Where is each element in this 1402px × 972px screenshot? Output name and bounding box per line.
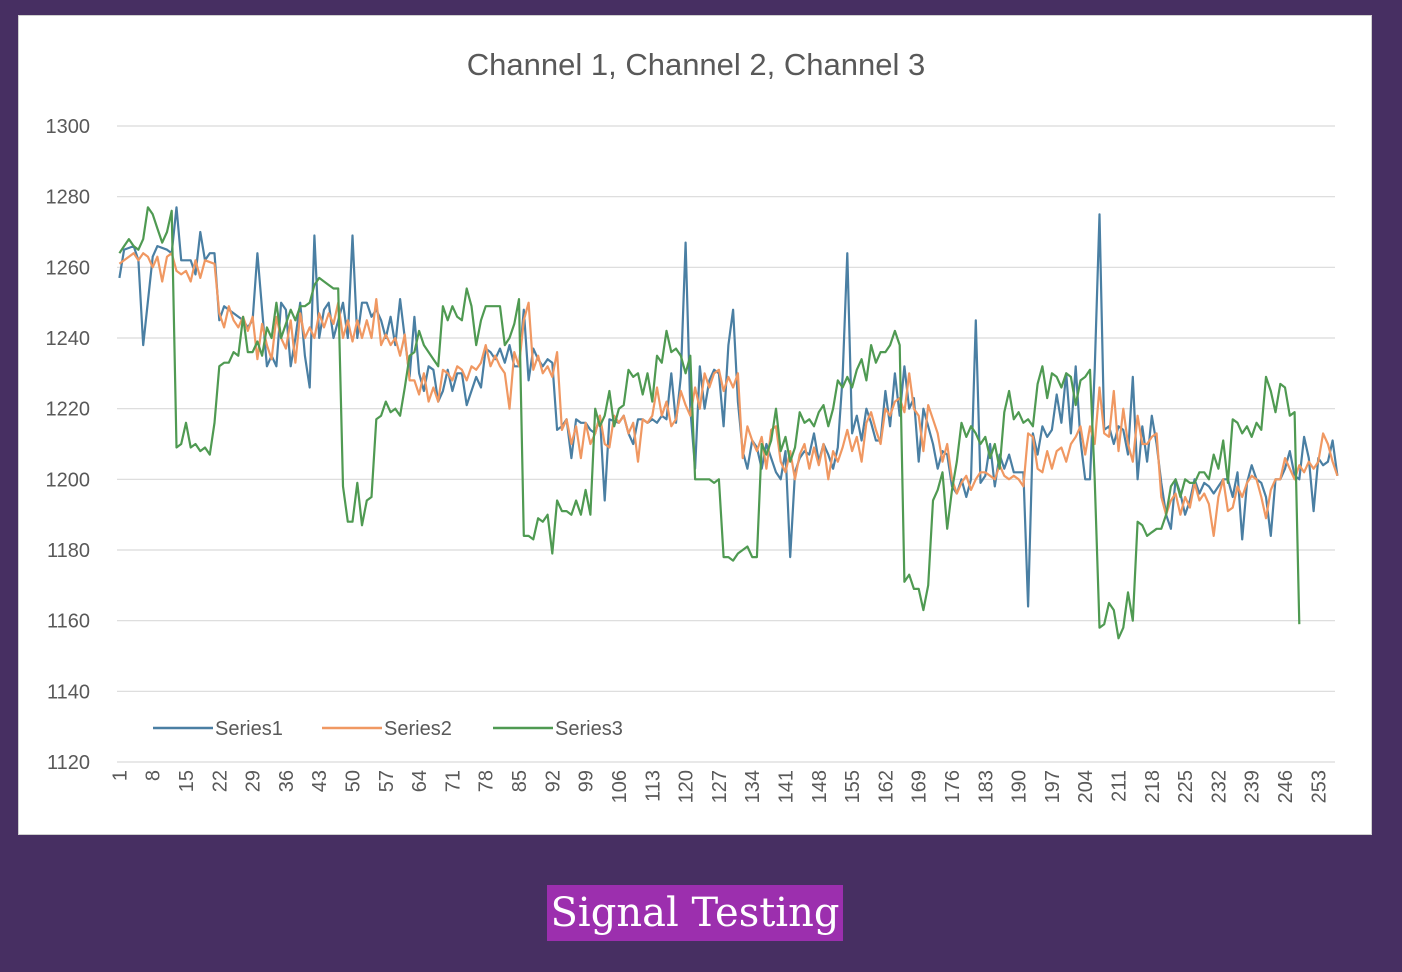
y-tick-label: 1180 (47, 540, 90, 562)
legend-label: Series3 (555, 718, 623, 740)
x-tick-label: 36 (276, 770, 298, 792)
x-tick-label: 246 (1275, 770, 1297, 803)
x-tick-label: 211 (1109, 770, 1131, 802)
x-tick-label: 218 (1142, 770, 1164, 803)
y-tick-label: 1280 (46, 187, 91, 209)
x-tick-label: 183 (975, 770, 997, 803)
y-tick-label: 1240 (46, 328, 91, 350)
x-tick-label: 141 (775, 770, 797, 803)
x-tick-label: 85 (509, 770, 531, 792)
caption-title: Signal Testing (547, 885, 843, 941)
line-chart: Channel 1, Channel 2, Channel 3 11201140… (46, 47, 1339, 803)
x-tick-label: 8 (143, 770, 165, 781)
x-tick-label: 162 (875, 770, 897, 803)
y-tick-label: 1200 (46, 469, 91, 491)
x-tick-label: 127 (709, 770, 731, 803)
legend-label: Series1 (215, 718, 283, 740)
x-tick-label: 15 (176, 770, 198, 792)
x-tick-label: 253 (1308, 770, 1330, 803)
y-tick-label: 1140 (47, 681, 90, 703)
x-tick-label: 92 (542, 770, 564, 792)
x-tick-label: 106 (609, 770, 631, 803)
x-tick-label: 78 (476, 770, 498, 792)
y-tick-label: 1160 (47, 611, 90, 633)
y-tick-label: 1220 (46, 399, 91, 421)
x-axis-tick-labels: 1 8 15 22 29 36 43 50 57 64 71 78 85 92 99 106 113 120 127… (109, 770, 1330, 803)
legend-label: Series2 (384, 718, 452, 740)
series-line-2 (118, 252, 1339, 538)
gridlines (117, 125, 1335, 763)
x-tick-label: 239 (1242, 770, 1264, 803)
x-tick-label: 232 (1208, 770, 1230, 803)
y-axis-tick-labels: 1120 1140 1160 1180 1200 1220 1240 1260 1280 1300 (46, 116, 91, 774)
series-lines (118, 206, 1339, 640)
chart-panel: Channel 1, Channel 2, Channel 3 1120 1140… (18, 15, 1372, 835)
x-tick-label: 204 (1075, 770, 1097, 803)
x-tick-label: 148 (809, 770, 831, 803)
x-tick-label: 64 (409, 770, 431, 792)
x-tick-label: 155 (842, 770, 864, 803)
x-tick-label: 120 (676, 770, 698, 803)
x-tick-label: 71 (442, 770, 464, 792)
x-tick-label: 225 (1175, 770, 1197, 803)
x-tick-label: 113 (642, 770, 664, 802)
series-line-3 (118, 206, 1301, 640)
x-tick-label: 197 (1042, 770, 1064, 803)
x-tick-label: 57 (376, 770, 398, 792)
y-tick-label: 1260 (46, 257, 91, 279)
x-tick-label: 134 (742, 770, 764, 803)
y-tick-label: 1120 (47, 752, 90, 774)
x-tick-label: 43 (309, 770, 331, 792)
x-tick-label: 99 (576, 770, 598, 792)
x-tick-label: 176 (942, 770, 964, 803)
x-tick-label: 29 (243, 770, 265, 792)
y-tick-label: 1300 (46, 116, 91, 138)
x-tick-label: 1 (109, 770, 131, 781)
x-tick-label: 190 (1009, 770, 1031, 803)
x-tick-label: 169 (909, 770, 931, 803)
x-tick-label: 22 (209, 770, 231, 792)
chart-title: Channel 1, Channel 2, Channel 3 (467, 47, 925, 82)
x-tick-label: 50 (343, 770, 365, 792)
legend: Series1 Series2 Series3 (153, 718, 623, 740)
